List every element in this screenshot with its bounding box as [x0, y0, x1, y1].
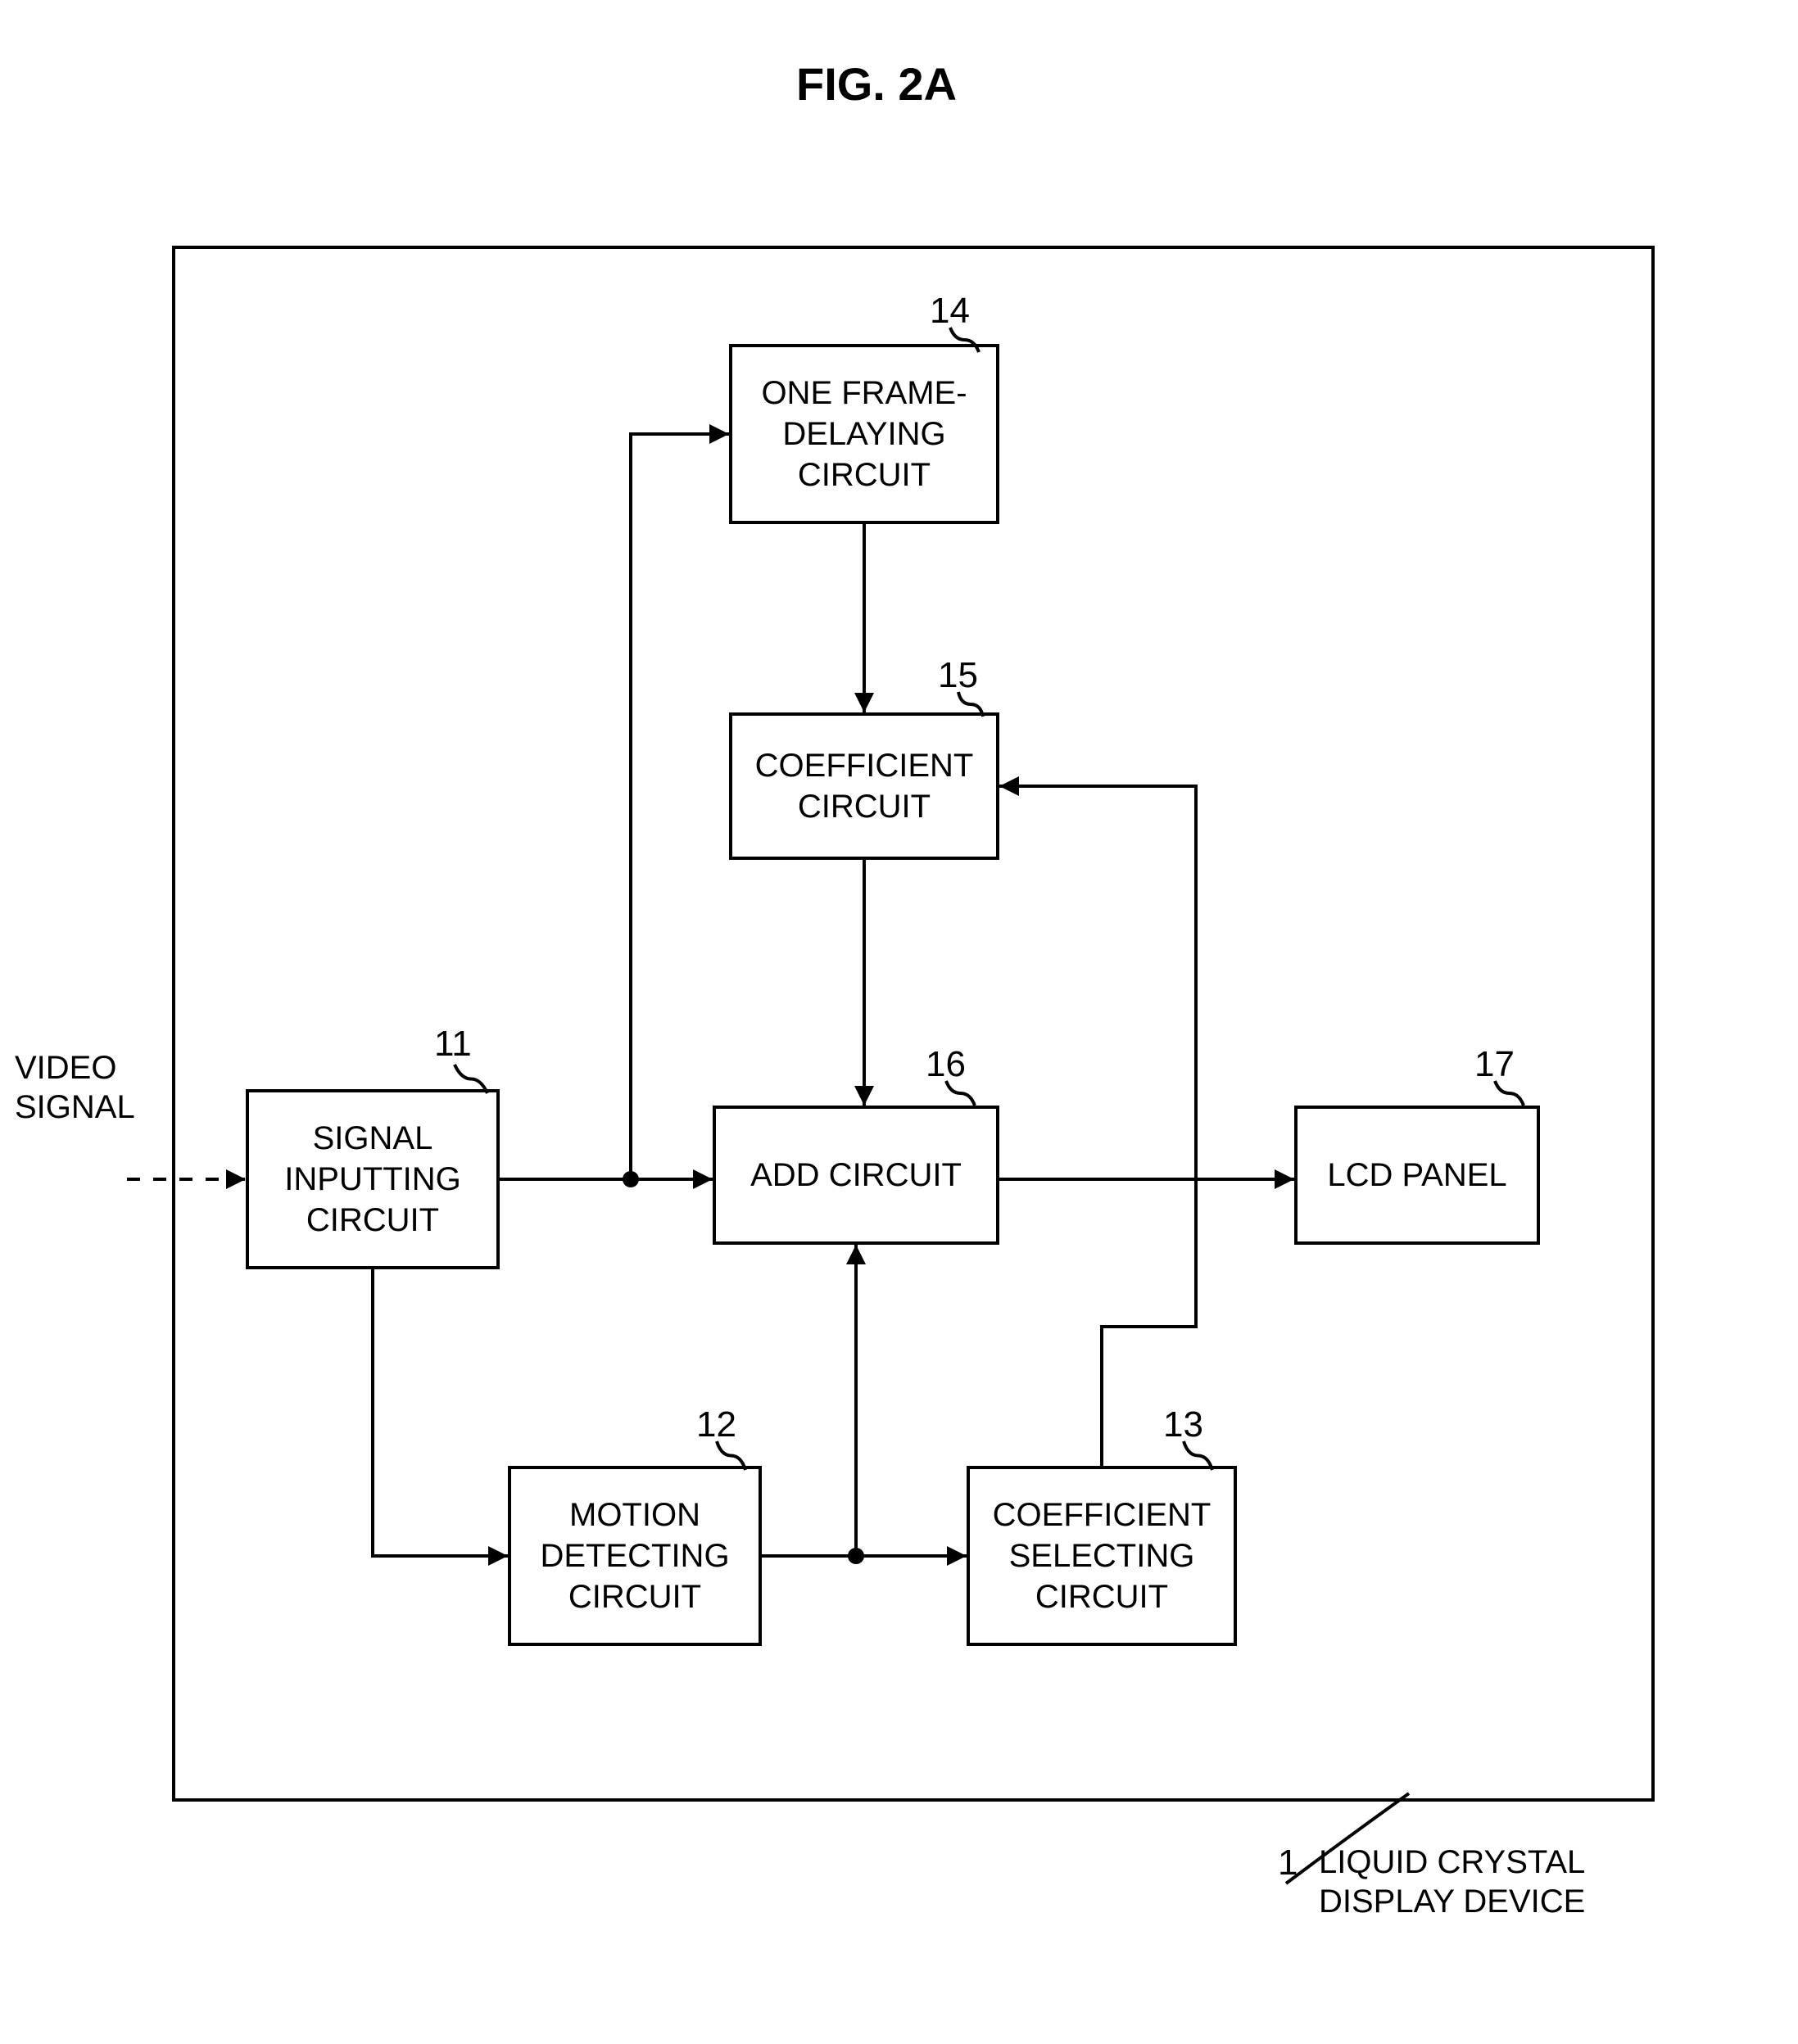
video-signal-line2: SIGNAL — [15, 1089, 135, 1125]
block-coefficient: COEFFICIENTCIRCUIT — [729, 712, 999, 860]
device-ref-number: 1 — [1278, 1843, 1298, 1883]
block-one-frame-delaying: ONE FRAME-DELAYINGCIRCUIT — [729, 344, 999, 524]
ref-12: 12 — [696, 1404, 736, 1445]
diagram-canvas: FIG. 2A VIDEO SIGNAL 1 LIQUID CRYSTAL DI… — [0, 0, 1798, 2044]
video-signal-label: VIDEO SIGNAL — [15, 1048, 135, 1127]
ref-16: 16 — [926, 1044, 966, 1085]
device-label-line2: DISPLAY DEVICE — [1319, 1883, 1585, 1920]
ref-11: 11 — [434, 1024, 472, 1065]
block-signal-inputting: SIGNALINPUTTINGCIRCUIT — [246, 1089, 500, 1269]
device-label: LIQUID CRYSTAL DISPLAY DEVICE — [1319, 1843, 1585, 1921]
ref-14: 14 — [930, 291, 970, 332]
ref-15: 15 — [938, 655, 978, 696]
block-motion-detecting: MOTIONDETECTINGCIRCUIT — [508, 1466, 762, 1646]
ref-17: 17 — [1474, 1044, 1515, 1085]
video-signal-line1: VIDEO — [15, 1050, 116, 1086]
ref-13: 13 — [1163, 1404, 1203, 1445]
block-coefficient-selecting: COEFFICIENTSELECTINGCIRCUIT — [967, 1466, 1237, 1646]
block-lcd-panel: LCD PANEL — [1294, 1106, 1540, 1245]
block-add-circuit: ADD CIRCUIT — [713, 1106, 999, 1245]
figure-title: FIG. 2A — [713, 57, 1040, 111]
device-label-line1: LIQUID CRYSTAL — [1319, 1844, 1585, 1880]
